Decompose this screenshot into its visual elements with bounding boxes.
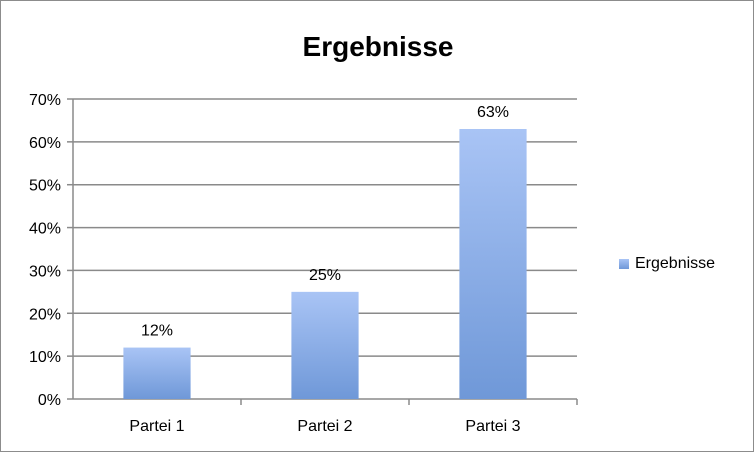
bars [123,129,527,399]
y-tick-label: 10% [29,349,61,366]
x-tick-label: Partei 2 [297,418,352,435]
chart-title: Ergebnisse [302,31,454,62]
y-tick-label: 50% [29,178,61,195]
y-tick-label: 40% [29,221,61,238]
y-tick-label: 0% [38,392,61,409]
bar-1 [123,347,191,399]
legend-label-ergebnisse: Ergebnisse [635,255,716,272]
y-tick-label: 20% [29,306,61,323]
x-tick-label: Partei 3 [465,418,520,435]
data-label: 12% [141,323,173,340]
data-label: 63% [477,104,509,121]
bar-3 [459,129,527,399]
bar-2 [291,291,359,399]
data-label: 25% [309,267,341,284]
y-tick-label: 60% [29,135,61,152]
y-tick-label: 30% [29,263,61,280]
legend-swatch [619,259,629,269]
x-tick-label: Partei 1 [129,418,184,435]
legend: Ergebnisse [619,255,715,273]
labels: 0% 10% 20% 30% 40% 50% 60% 70% Partei 1 12% Partei… [29,92,521,435]
y-tick-label: 70% [29,92,61,109]
